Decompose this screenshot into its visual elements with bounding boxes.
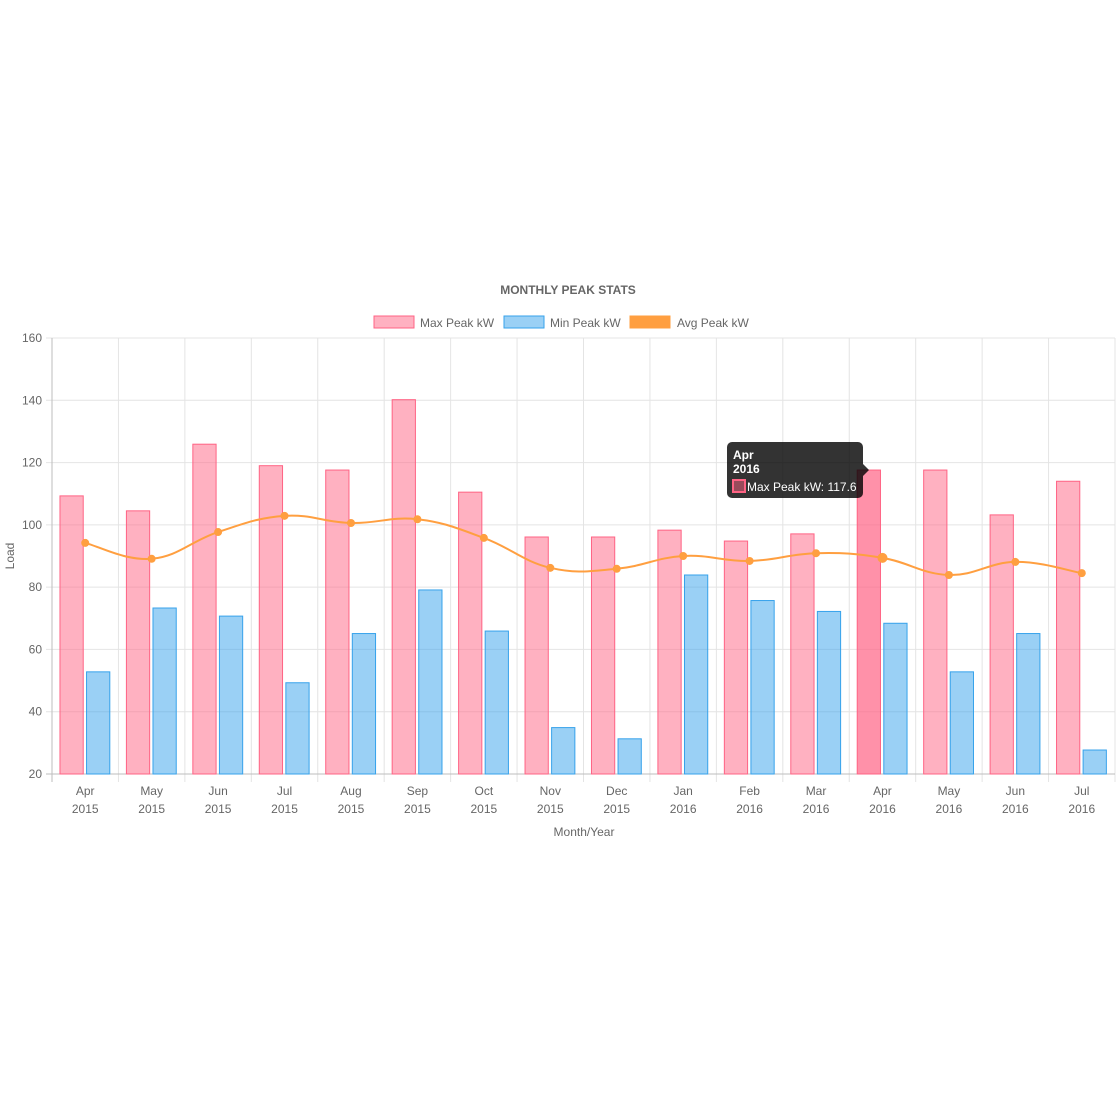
avg-line-layer <box>81 511 1086 579</box>
y-axis-ticks: 20 40 60 80 100 120 140 160 <box>22 331 42 781</box>
max-peak-bar <box>856 469 881 775</box>
min-peak-bar <box>351 633 377 775</box>
max-peak-bar <box>192 443 217 775</box>
legend-label: Avg Peak kW <box>677 316 749 330</box>
min-peak-bar <box>750 600 775 775</box>
tooltip-body: Max Peak kW: 117.6 <box>747 480 857 494</box>
x-tick-label: May 2016 <box>936 784 963 816</box>
y-tick-label: 40 <box>29 705 43 719</box>
avg-peak-point <box>1077 569 1086 578</box>
y-tick-label: 100 <box>22 518 42 532</box>
avg-peak-point <box>346 518 355 527</box>
legend-swatch <box>629 315 671 329</box>
x-tick-label: Oct 2015 <box>470 784 497 816</box>
min-peak-bar <box>816 610 842 775</box>
x-tick-label: Feb 2016 <box>736 784 763 816</box>
max-peak-bar <box>458 491 483 775</box>
min-peak-bar <box>285 682 310 775</box>
min-peak-bar <box>949 671 974 775</box>
avg-peak-point <box>546 563 555 572</box>
chart-grid <box>46 337 1116 782</box>
avg-peak-line <box>84 514 1082 576</box>
x-tick-label: Jul 2016 <box>1068 784 1095 816</box>
tooltip-box <box>727 442 863 498</box>
max-peak-bar <box>790 533 815 775</box>
max-peak-bar <box>59 495 84 775</box>
avg-peak-point <box>479 533 488 542</box>
min-peak-bar <box>484 630 509 775</box>
y-tick-label: 60 <box>29 642 43 656</box>
avg-peak-point <box>877 552 888 563</box>
avg-peak-point <box>280 511 289 520</box>
max-peak-bar <box>723 540 749 775</box>
min-peak-bar <box>1016 633 1041 775</box>
max-peak-bar <box>391 399 416 775</box>
max-peak-bar <box>258 465 284 775</box>
x-tick-label: Aug 2015 <box>338 784 365 816</box>
x-tick-label: May 2015 <box>138 784 165 816</box>
avg-peak-point <box>214 528 223 537</box>
avg-peak-point <box>745 556 754 565</box>
avg-peak-point <box>147 554 156 563</box>
avg-peak-point <box>413 515 422 524</box>
avg-peak-point <box>944 570 953 579</box>
tooltip-title-month: Apr <box>733 448 754 462</box>
y-tick-label: 120 <box>22 456 42 470</box>
min-peak-bar <box>883 622 908 775</box>
x-axis-label: Month/Year <box>554 825 615 839</box>
x-tick-label: Mar 2016 <box>803 784 830 816</box>
max-peak-bar <box>325 469 350 775</box>
x-axis-ticks: Apr 2015 May 2015 Jun 2015 Jul 2015 Aug 2015 Sep 20… <box>72 784 1096 816</box>
y-tick-label: 140 <box>22 393 42 407</box>
avg-peak-point <box>81 538 90 547</box>
max-peak-bar <box>923 469 948 775</box>
min-peak-bar <box>551 727 576 775</box>
y-axis-label: Load <box>3 543 17 570</box>
legend-label: Max Peak kW <box>420 316 495 330</box>
max-peak-bar <box>657 529 682 775</box>
min-peak-bar <box>218 615 244 775</box>
avg-peak-point <box>679 552 688 560</box>
avg-peak-point <box>612 564 621 573</box>
min-peak-bar <box>617 738 642 775</box>
chart-legend: Max Peak kW Min Peak kW Avg Peak kW <box>373 315 749 330</box>
min-peak-bar <box>86 671 111 775</box>
x-tick-label: Apr 2015 <box>72 784 99 816</box>
x-tick-label: Dec 2015 <box>603 784 630 816</box>
tooltip-swatch <box>732 479 746 493</box>
chart-bars <box>59 399 1107 775</box>
min-peak-bar <box>683 574 709 775</box>
max-peak-bar <box>125 510 151 775</box>
x-tick-label: Jul 2015 <box>271 784 298 816</box>
legend-swatch <box>503 315 545 329</box>
legend-label: Min Peak kW <box>550 316 621 330</box>
min-peak-bar <box>1082 749 1107 775</box>
x-tick-label: Jun 2015 <box>205 784 232 816</box>
min-peak-bar <box>418 589 443 775</box>
x-tick-label: Jun 2016 <box>1002 784 1029 816</box>
legend-swatch <box>373 315 415 329</box>
chart-title: MONTHLY PEAK STATS <box>500 283 636 297</box>
y-tick-label: 160 <box>22 331 42 345</box>
x-tick-label: Apr 2016 <box>869 784 896 816</box>
max-peak-bar <box>524 536 549 775</box>
tooltip-caret <box>863 464 869 476</box>
x-tick-label: Jan 2016 <box>670 784 697 816</box>
x-tick-label: Sep 2015 <box>404 784 431 816</box>
max-peak-bar <box>1056 480 1081 775</box>
avg-peak-point <box>1011 557 1020 566</box>
max-peak-bar <box>590 536 616 775</box>
max-peak-bar <box>989 514 1014 775</box>
x-tick-label: Nov 2015 <box>537 784 564 816</box>
y-tick-label: 20 <box>29 767 43 781</box>
y-tick-label: 80 <box>29 580 43 594</box>
avg-peak-point <box>812 549 821 558</box>
tooltip-title-year: 2016 <box>733 462 760 476</box>
min-peak-bar <box>152 607 177 775</box>
